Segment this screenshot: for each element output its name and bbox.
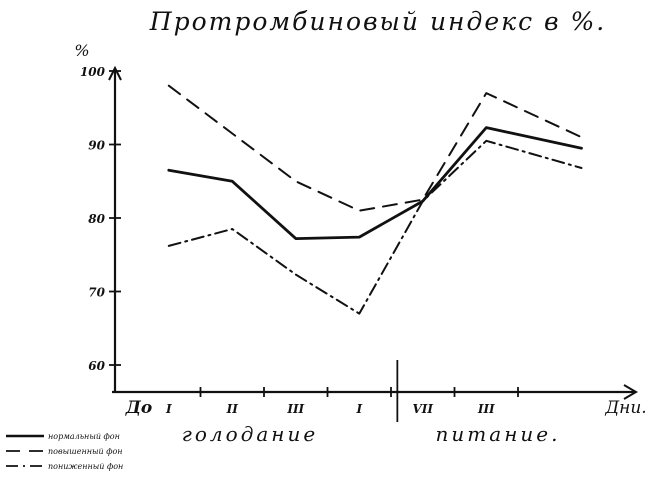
y-tick-label: 100 (80, 65, 106, 79)
series-line-solid (167, 126, 583, 241)
x-tick-label: III (477, 402, 495, 416)
x-tick-label: I (355, 402, 362, 416)
y-tick-label: 90 (88, 139, 105, 153)
phase-label: голодание (182, 422, 318, 446)
legend: нормальный фон повышенный фон пониженный ф… (6, 432, 123, 471)
y-tick-label: 70 (88, 286, 105, 300)
x-tick-label: II (226, 402, 239, 416)
x-tick-label: III (286, 402, 304, 416)
series-line-dashed (167, 84, 583, 212)
y-axis-label: % (74, 41, 89, 60)
legend-label: повышенный фон (48, 447, 123, 456)
legend-label: пониженный фон (48, 462, 123, 471)
y-tick-label: 80 (88, 212, 105, 226)
x-tick-label: До (125, 398, 152, 418)
series-lines (167, 84, 583, 315)
x-axis-label: Дни. (604, 398, 646, 418)
series-line-dashdot (167, 139, 583, 315)
chart-title: Протромбиновый индекс в %. (149, 7, 606, 36)
y-axis-arrow (108, 65, 122, 81)
x-tick-label: I (165, 402, 172, 416)
phase-label: питание. (436, 422, 561, 446)
axes (108, 65, 638, 422)
x-tick-label: VII (412, 402, 433, 416)
y-tick-label: 60 (88, 359, 105, 373)
legend-label: нормальный фон (48, 432, 120, 441)
x-axis-arrow (623, 384, 638, 400)
